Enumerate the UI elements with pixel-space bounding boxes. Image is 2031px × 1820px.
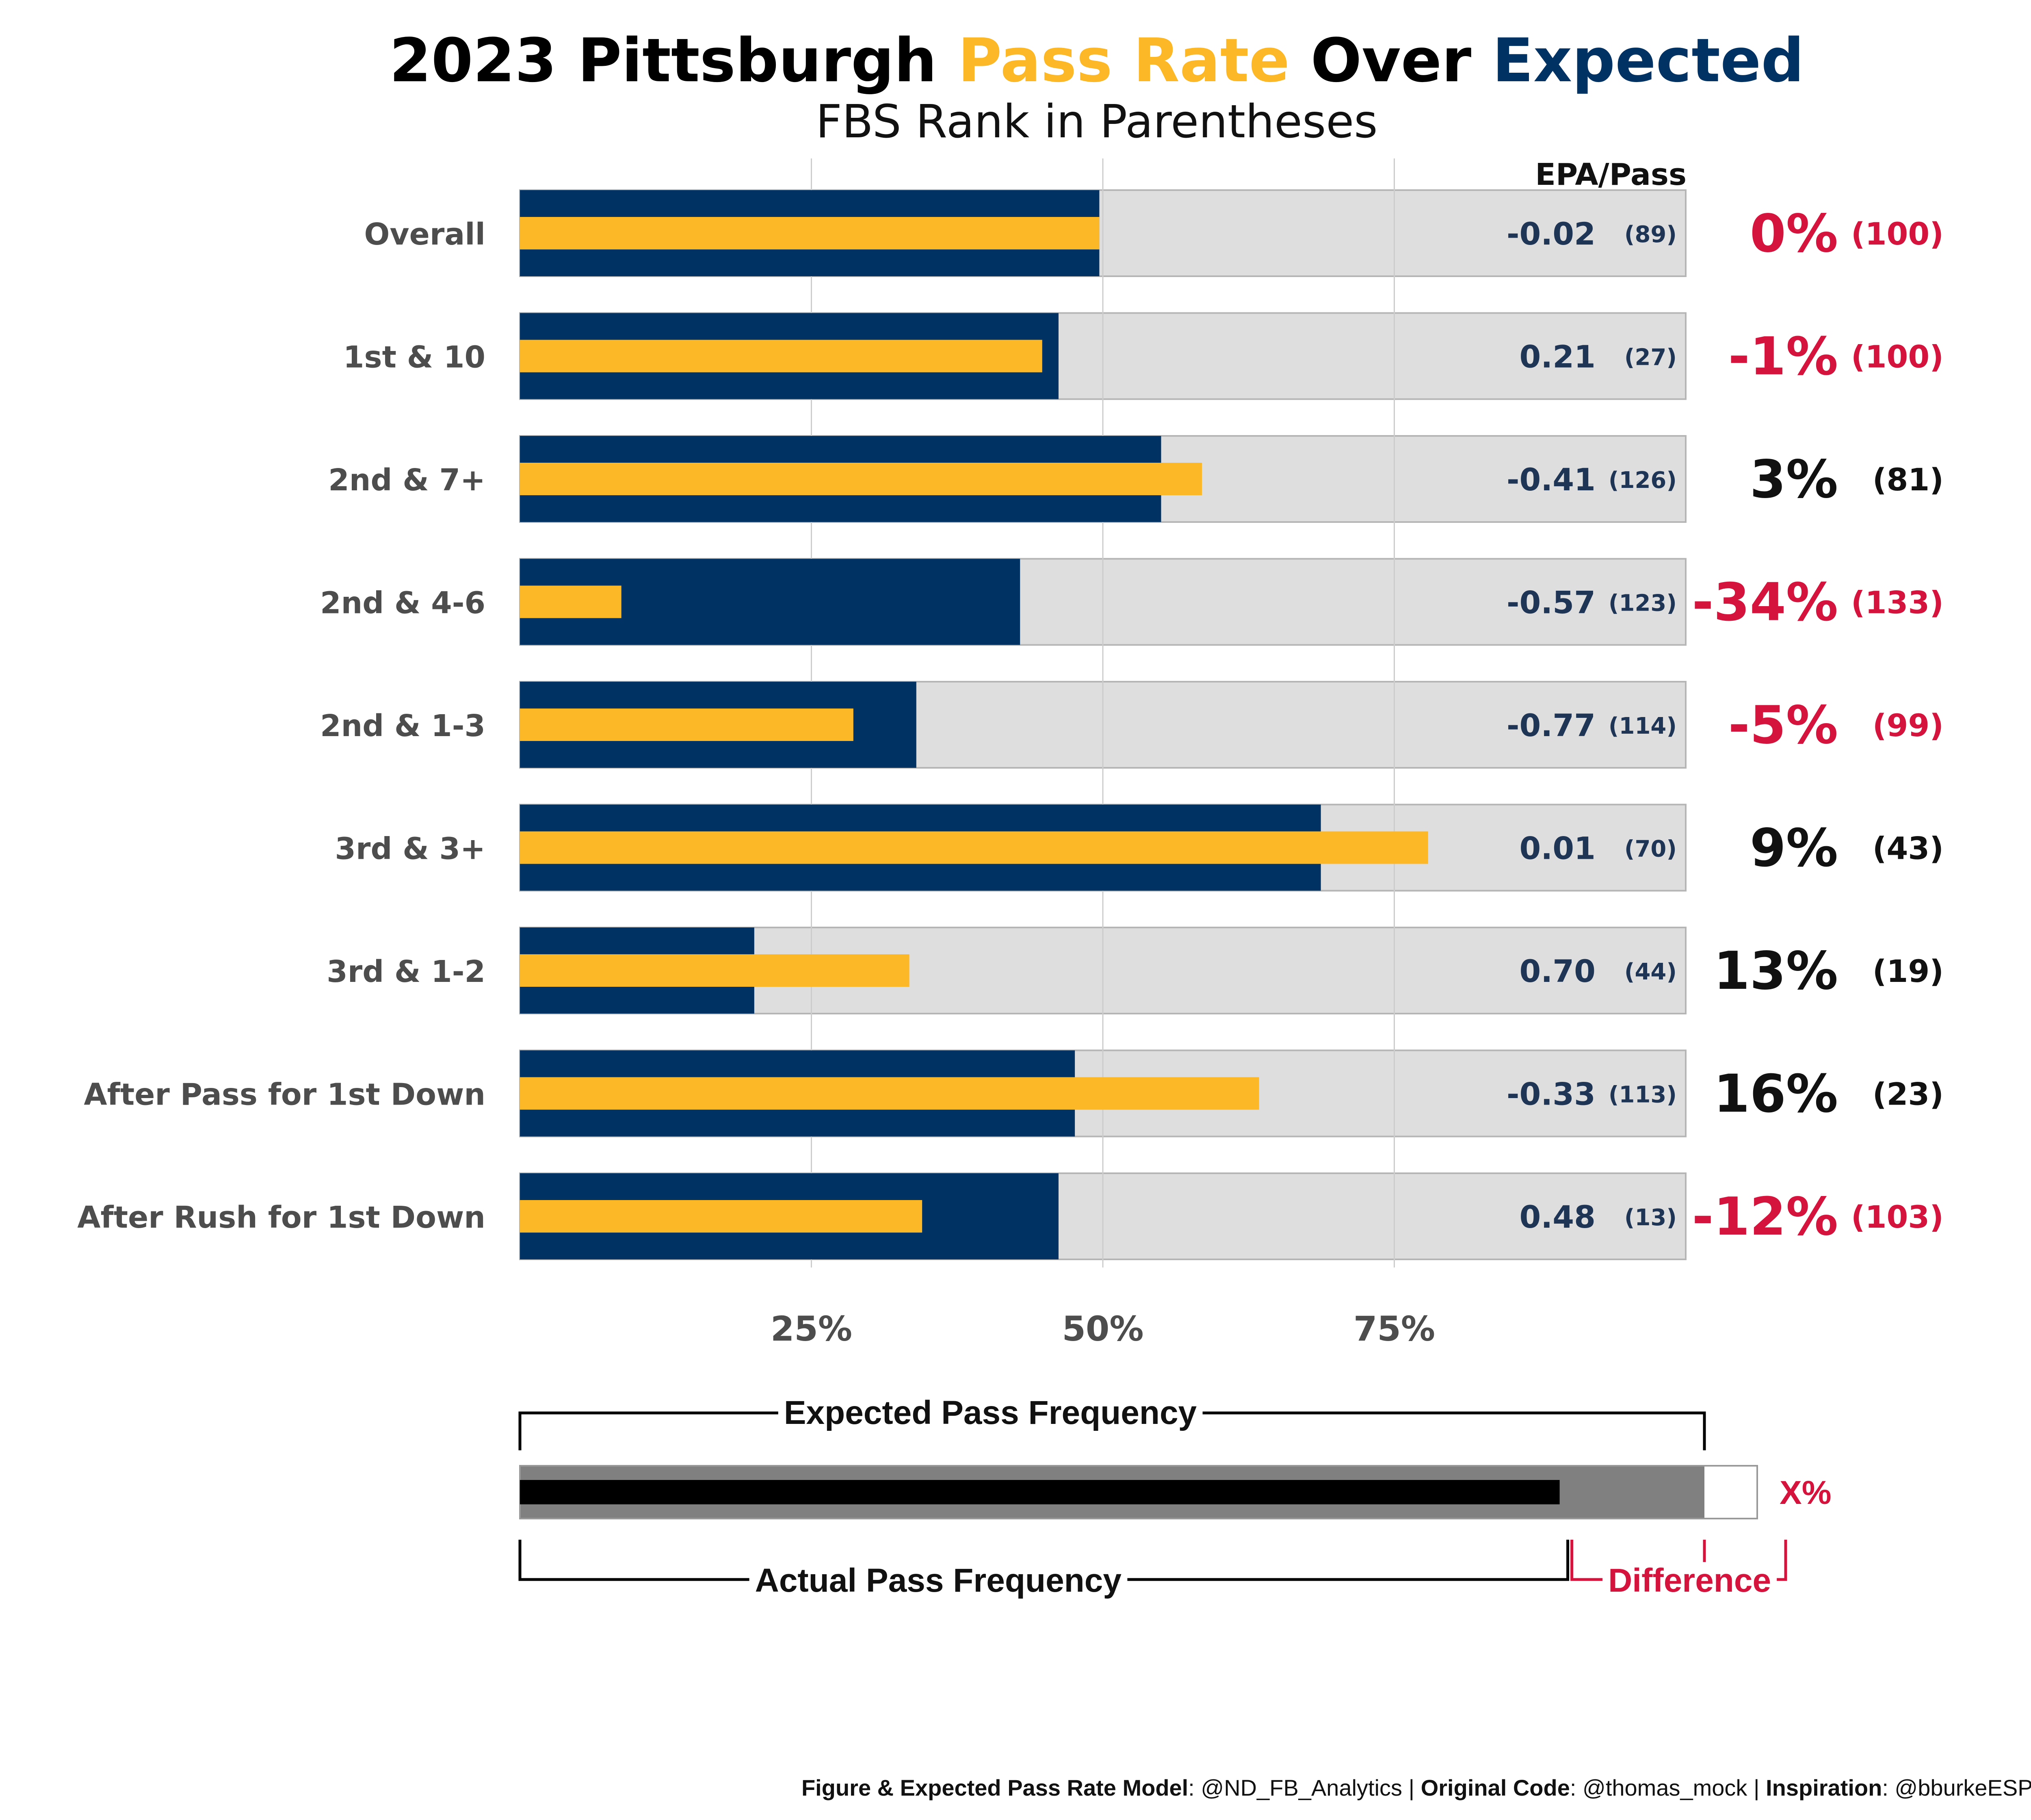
title-part-2: Pass Rate [958,26,1290,95]
actual-bar [520,217,1100,249]
legend-actual-label: Actual Pass Frequency [755,1562,1122,1599]
legend-expected-label: Expected Pass Frequency [784,1394,1197,1431]
chart-subtitle: FBS Rank in Parentheses [816,95,1377,148]
difference-value: 16% [1714,1064,1838,1124]
x-tick-label: 50% [1062,1309,1143,1349]
difference-rank: (19) [1873,953,1944,989]
epa-rank: (126) [1609,467,1677,494]
legend-difference-label: Difference [1608,1562,1771,1599]
category-label: After Rush for 1st Down [77,1200,485,1235]
actual-bar [520,1200,922,1233]
epa-header: EPA/Pass [1535,157,1687,192]
legend-label-backdrop [749,1562,1128,1599]
x-tick-label: 75% [1353,1309,1435,1349]
actual-bar [520,1077,1259,1110]
credit-text-2: : @thomas_mock | [1570,1775,1766,1800]
category-label: After Pass for 1st Down [84,1077,485,1112]
difference-value: 0% [1750,204,1838,264]
chart-title: 2023 Pittsburgh Pass Rate Over Expected [390,26,1804,95]
epa-value: -0.33 [1507,1076,1596,1112]
title-part-1: 2023 Pittsburgh [390,26,958,95]
credit-text-3: : @bburkeESPN [1882,1775,2031,1800]
epa-rank: (89) [1624,221,1677,248]
legend-actual-bar [520,1480,1560,1504]
category-label: 1st & 10 [343,340,485,375]
epa-value: -0.57 [1507,585,1596,621]
title-part-3: Over [1290,26,1492,95]
difference-rank: (100) [1851,216,1944,252]
credit-bold-3: Inspiration [1766,1775,1882,1800]
epa-value: -0.02 [1507,216,1596,252]
difference-value: 9% [1750,818,1838,879]
legend-label-backdrop [1602,1562,1777,1599]
category-label: 2nd & 4-6 [320,586,485,621]
difference-rank: (81) [1873,462,1944,498]
category-label: 2nd & 7+ [328,463,485,498]
difference-rank: (133) [1851,585,1944,621]
difference-value: -5% [1728,695,1838,756]
difference-rank: (99) [1873,707,1944,743]
epa-rank: (123) [1609,590,1677,617]
difference-value: -34% [1692,572,1838,633]
difference-rank: (100) [1851,339,1944,375]
credit-text-1: : @ND_FB_Analytics | [1188,1775,1420,1800]
difference-value: -1% [1728,327,1838,387]
actual-bar [520,340,1042,373]
epa-value: 0.21 [1519,339,1596,375]
epa-rank: (44) [1624,959,1677,985]
category-label: Overall [364,217,486,252]
epa-rank: (113) [1609,1082,1677,1108]
actual-bar [520,831,1428,864]
difference-value: 3% [1750,449,1838,510]
epa-value: -0.77 [1507,707,1596,743]
credit-bold-1: Figure & Expected Pass Rate Model [801,1775,1188,1800]
epa-rank: (114) [1609,713,1677,739]
epa-value: 0.70 [1519,953,1596,989]
epa-rank: (70) [1624,836,1677,862]
epa-rank: (13) [1624,1205,1677,1231]
epa-rank: (27) [1624,344,1677,371]
epa-value: -0.41 [1507,462,1596,498]
difference-rank: (103) [1851,1199,1944,1235]
epa-value: 0.48 [1519,1199,1596,1235]
legend-difference-value: X% [1780,1474,1832,1511]
x-tick-label: 25% [771,1309,852,1349]
legend-label-backdrop [778,1394,1203,1431]
difference-rank: (43) [1873,830,1944,867]
category-label: 2nd & 1-3 [320,708,485,743]
category-label: 3rd & 1-2 [327,954,485,989]
actual-bar [520,954,909,987]
legend: Expected Pass Frequency Actual Pass Freq… [518,1394,1832,1599]
actual-bar [520,463,1202,495]
actual-bar [520,708,853,741]
x-axis-ticks: 25% 50% 75% [771,1309,1435,1349]
category-label: 3rd & 3+ [335,832,485,867]
difference-value: -12% [1692,1187,1838,1247]
actual-bar [520,585,621,618]
credit-bold-2: Original Code [1421,1775,1570,1800]
bars: Overall -0.02 (89) 0% (100) 1st & 10 0.21 (27) -… [77,190,1944,1259]
epa-value: 0.01 [1519,830,1596,867]
difference-value: 13% [1714,941,1838,1001]
credit-line: Figure & Expected Pass Rate Model: @ND_F… [801,1775,2031,1800]
title-part-4: Expected [1492,26,1804,95]
difference-rank: (23) [1873,1076,1944,1112]
